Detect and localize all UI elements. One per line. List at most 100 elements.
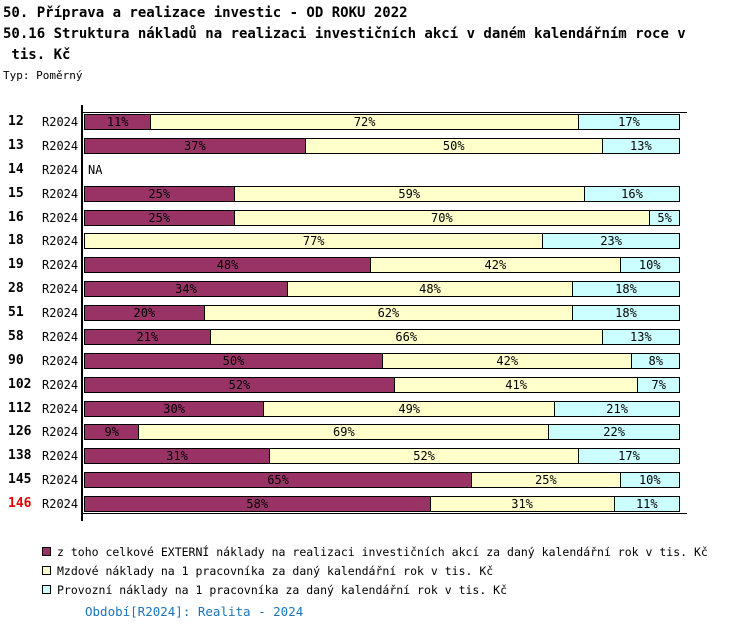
bar-segment-value: 50%	[442, 139, 465, 153]
row-category-label: 16	[8, 210, 24, 225]
bar-segment-value: 9%	[104, 425, 119, 439]
row-period-label: R2024	[42, 402, 79, 416]
bar-segment-value: 7%	[651, 378, 666, 392]
bar-segment: 20%	[85, 306, 204, 320]
stacked-bar: 31% 52% 17%	[84, 448, 680, 464]
chart-y-axis-line	[81, 105, 83, 521]
row-category-label: 126	[8, 424, 32, 439]
bar-segment-value: 13%	[630, 139, 652, 153]
row-na-value: NA	[88, 163, 103, 177]
stacked-bar: 37% 50% 13%	[84, 138, 680, 154]
row-category-label: 14	[8, 162, 24, 177]
bar-segment-value: 16%	[621, 187, 643, 201]
bar-segment-value: 10%	[638, 473, 661, 487]
row-period-label: R2024	[42, 306, 79, 320]
report-type-label: Typ: Poměrný	[3, 69, 83, 82]
bar-segment: 16%	[583, 187, 679, 201]
row-category-label: 28	[8, 281, 24, 296]
row-period-label: R2024	[42, 139, 79, 153]
bar-segment-value: 52%	[228, 378, 251, 392]
bar-segment: 18%	[572, 282, 679, 296]
legend-label-wage-costs: Mzdové náklady na 1 pracovníka za daný k…	[57, 564, 494, 578]
row-category-label: 102	[8, 377, 32, 392]
bar-segment-value: 22%	[603, 425, 625, 439]
bar-segment: 52%	[85, 378, 394, 392]
row-period-label: R2024	[42, 354, 79, 368]
bar-segment: 59%	[233, 187, 584, 201]
bar-segment-value: 10%	[638, 258, 661, 272]
stacked-bar: 25% 59% 16%	[84, 186, 680, 202]
bar-segment: 50%	[304, 139, 602, 153]
bar-segment: 25%	[85, 187, 234, 201]
bar-segment-value: 52%	[413, 449, 435, 463]
chart-row: 12 R2024 11% 72% 17%	[0, 114, 750, 130]
stacked-bar: 11% 72% 17%	[84, 114, 680, 130]
legend-label-operating-costs: Provozní náklady na 1 pracovníka za daný…	[57, 583, 508, 597]
bar-segment: 41%	[393, 378, 638, 392]
bar-segment: 7%	[637, 378, 679, 392]
bar-segment: 42%	[370, 258, 620, 272]
bar-segment: 48%	[286, 282, 573, 296]
bar-segment: 11%	[613, 497, 679, 511]
bar-segment-value: 70%	[431, 211, 453, 225]
stacked-bar: 21% 66% 13%	[84, 329, 680, 345]
bar-segment-value: 49%	[398, 402, 421, 416]
chart-row: 15 R2024 25% 59% 16%	[0, 186, 750, 202]
row-period-label: R2024	[42, 211, 79, 225]
bar-segment: 17%	[578, 449, 679, 463]
stacked-bar: 30% 49% 21%	[84, 401, 680, 417]
bar-segment: 31%	[85, 449, 270, 463]
row-category-label: 19	[8, 257, 24, 272]
bar-segment: 13%	[601, 330, 679, 344]
legend-swatch-wage-costs	[42, 566, 51, 575]
bar-segment-value: 18%	[615, 282, 637, 296]
row-category-label: 13	[8, 138, 24, 153]
row-category-label: 12	[8, 114, 24, 129]
bar-segment-value: 11%	[635, 497, 658, 511]
bar-segment: 50%	[85, 354, 382, 368]
row-category-label: 51	[8, 305, 24, 320]
row-period-label: R2024	[42, 187, 79, 201]
row-category-label: 90	[8, 353, 24, 368]
bar-segment: 62%	[203, 306, 573, 320]
row-period-label: R2024	[42, 258, 79, 272]
bar-segment-value: 65%	[267, 473, 289, 487]
bar-segment-value: 66%	[395, 330, 418, 344]
bar-segment-value: 59%	[398, 187, 421, 201]
report-title-line2: 50.16 Struktura nákladů na realizaci inv…	[3, 26, 686, 42]
bar-segment-value: 42%	[484, 258, 507, 272]
bar-segment-value: 31%	[166, 449, 188, 463]
bar-segment: 69%	[138, 425, 549, 439]
row-period-label: R2024	[42, 497, 79, 511]
stacked-bar: 25% 70% 5%	[84, 210, 680, 226]
bar-segment-value: 48%	[216, 258, 239, 272]
bar-segment: 37%	[85, 139, 305, 153]
stacked-bar: 65% 25% 10%	[84, 472, 680, 488]
stacked-bar: 50% 42% 8%	[84, 353, 680, 369]
bar-segment: 21%	[554, 402, 679, 416]
chart-row: 102 R2024 52% 41% 7%	[0, 377, 750, 393]
bar-segment-value: 34%	[175, 282, 197, 296]
row-period-label: R2024	[42, 473, 79, 487]
row-period-label: R2024	[42, 425, 79, 439]
report-title-line1: 50. Příprava a realizace investic - OD R…	[3, 5, 408, 21]
chart-row: 13 R2024 37% 50% 13%	[0, 138, 750, 154]
bar-segment: 25%	[85, 211, 234, 225]
bar-segment-value: 20%	[133, 306, 156, 320]
stacked-bar: 20% 62% 18%	[84, 305, 680, 321]
bar-segment: 65%	[85, 473, 472, 487]
bar-segment: 77%	[85, 234, 543, 248]
bar-segment-value: 25%	[148, 187, 171, 201]
bar-segment-value: 13%	[630, 330, 652, 344]
chart-row: 112 R2024 30% 49% 21%	[0, 401, 750, 417]
bar-segment: 42%	[382, 354, 632, 368]
bar-segment: 25%	[471, 473, 620, 487]
bar-segment: 9%	[85, 425, 139, 439]
bar-segment-value: 50%	[222, 354, 245, 368]
chart-row: 14 R2024 NA	[0, 162, 750, 178]
chart-top-border	[81, 112, 687, 113]
legend-label-external-costs: z toho celkové EXTERNÍ náklady na realiz…	[57, 545, 708, 559]
bar-segment-value: 18%	[615, 306, 637, 320]
row-category-label: 15	[8, 186, 24, 201]
